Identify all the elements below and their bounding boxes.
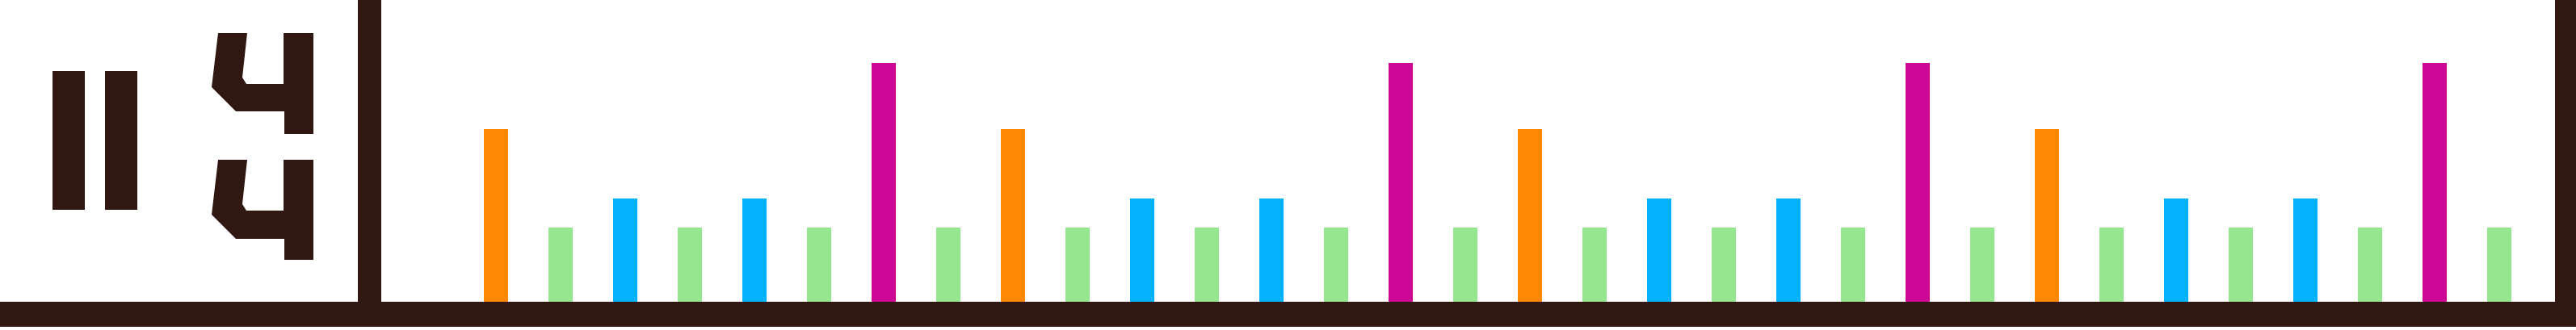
orange-pattern-bar	[2035, 129, 2059, 302]
green-pattern-bar	[2099, 228, 2124, 302]
green-pattern-bar	[1841, 228, 1865, 302]
blue-pattern-bar	[1130, 198, 1154, 302]
green-pattern-bar	[1582, 228, 1607, 302]
magenta-pattern-bar	[1906, 63, 1930, 302]
pause-bar-right	[105, 71, 137, 210]
green-pattern-bar	[2229, 228, 2253, 302]
green-pattern-bar	[1970, 228, 1994, 302]
blue-pattern-bar	[1647, 198, 1671, 302]
green-pattern-bar	[1453, 228, 1477, 302]
pause-bar-left	[53, 71, 85, 210]
blue-pattern-bar	[613, 198, 637, 302]
green-pattern-bar	[1195, 228, 1219, 302]
orange-pattern-bar	[484, 129, 508, 302]
blue-pattern-bar	[2164, 198, 2188, 302]
blue-pattern-bar	[742, 198, 767, 302]
green-pattern-bar	[1324, 228, 1348, 302]
green-pattern-bar	[2487, 228, 2511, 302]
green-pattern-bar	[678, 228, 702, 302]
baseline	[0, 302, 2576, 327]
green-pattern-bar	[1712, 228, 1736, 302]
signature-divider	[358, 0, 381, 307]
green-pattern-bar	[2358, 228, 2382, 302]
magenta-pattern-bar	[1389, 63, 1413, 302]
green-pattern-bar	[548, 228, 573, 302]
orange-pattern-bar	[1518, 129, 1542, 302]
numerator-four-icon	[212, 33, 313, 134]
magenta-pattern-bar	[872, 63, 896, 302]
denominator-four-icon	[212, 160, 313, 260]
right-border	[2555, 0, 2576, 307]
blue-pattern-bar	[1776, 198, 1801, 302]
magenta-pattern-bar	[2423, 63, 2447, 302]
green-pattern-bar	[807, 228, 831, 302]
green-pattern-bar	[1065, 228, 1090, 302]
green-pattern-bar	[936, 228, 960, 302]
time-signature-glyph	[53, 33, 313, 260]
orange-pattern-bar	[1001, 129, 1025, 302]
blue-pattern-bar	[2293, 198, 2318, 302]
blue-pattern-bar	[1259, 198, 1284, 302]
